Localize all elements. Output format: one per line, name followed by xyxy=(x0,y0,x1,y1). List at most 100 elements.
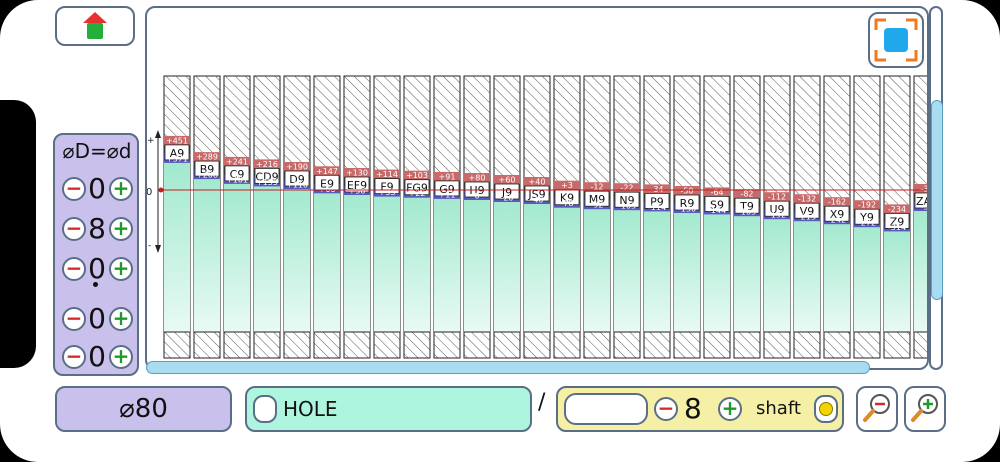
bar-label-box xyxy=(884,212,910,229)
bar-label-box xyxy=(704,195,730,212)
tolerance-bar-F9[interactable]: F9+114+33 xyxy=(373,75,401,359)
tolerance-bar-S9[interactable]: S9-64 -144 xyxy=(703,75,731,359)
bar-lower-hatch xyxy=(793,331,821,359)
bar-grade-label: P9 xyxy=(650,195,664,208)
chart-bars: A9 +451 +371 B9+289 +208 C9 +241 +161 CD9+216 +13… xyxy=(163,75,927,359)
bar-lower-deviation: +50 xyxy=(349,187,366,196)
bar-upper-hatch xyxy=(224,76,250,157)
bar-label-box xyxy=(194,160,220,177)
fullscreen-button[interactable] xyxy=(868,12,924,68)
bar-upper-hatch xyxy=(854,76,880,201)
tolerance-bar-Z9[interactable]: Z9-234 -314 xyxy=(883,75,911,359)
tolerance-bar-EF9[interactable]: EF9+130 +50 xyxy=(343,75,371,359)
bar-tolerance-fill xyxy=(584,200,610,332)
bar-grade-label: V9 xyxy=(800,205,815,218)
bar-upper-hatch xyxy=(554,76,580,181)
shaft-toggle[interactable] xyxy=(814,395,838,423)
decimal-point xyxy=(93,282,98,287)
bar-upper-deviation: -50 xyxy=(680,187,693,196)
bar-upper-hatch xyxy=(584,76,610,183)
shaft-grade-decrement-button[interactable]: − xyxy=(654,397,678,421)
bar-label-box xyxy=(794,202,820,219)
bar-upper-band xyxy=(794,194,820,204)
tolerance-bar-K9[interactable]: K9 +3 -78 xyxy=(553,75,581,359)
tolerance-chart-area[interactable]: A9 +451 +371 B9 +289 +208 C9 +241 +161 CD9 +216 +13… xyxy=(145,6,929,370)
tolerance-bar-U9[interactable]: U9-112 -192 xyxy=(763,75,791,359)
digit-3-decrement-button[interactable]: − xyxy=(62,257,86,281)
tolerance-bar-FG9[interactable]: FG9 +103 +22 xyxy=(403,75,431,359)
digit-3-increment-button[interactable]: + xyxy=(109,257,133,281)
bar-upper-deviation: +114 xyxy=(376,170,398,179)
digit-row-1: − 0 + xyxy=(55,173,139,205)
device-notch xyxy=(0,100,36,368)
bar-upper-deviation: -82 xyxy=(740,190,753,199)
shaft-selector[interactable]: − 8 + shaft xyxy=(556,386,844,432)
bar-upper-hatch xyxy=(374,76,400,170)
zoom-in-button[interactable] xyxy=(904,386,946,432)
bar-upper-deviation: +3 xyxy=(561,181,573,190)
bar-lower-deviation: 0 xyxy=(474,192,479,201)
tolerance-bar-J9[interactable]: J9+60 -20 xyxy=(493,75,521,359)
bar-tolerance-fill xyxy=(164,153,190,332)
digit-4-decrement-button[interactable]: − xyxy=(62,307,86,331)
digit-1-decrement-button[interactable]: − xyxy=(62,177,86,201)
bar-tolerance-fill xyxy=(554,198,580,332)
axis-plus-label: + xyxy=(147,136,155,146)
tolerance-bar-R9[interactable]: R9-50 -130 xyxy=(673,75,701,359)
bar-upper-hatch xyxy=(254,76,280,160)
tolerance-bar-P9[interactable]: P9-34 -114 xyxy=(643,75,671,359)
bar-upper-band xyxy=(884,204,910,214)
home-button[interactable] xyxy=(55,6,135,46)
tolerance-bar-CD9[interactable]: CD9+216 +135 xyxy=(253,75,281,359)
hole-toggle[interactable] xyxy=(253,395,277,423)
tolerance-bar-H9[interactable]: H9+800 xyxy=(463,75,491,359)
vertical-scroll-thumb[interactable] xyxy=(931,100,943,300)
bar-upper-band xyxy=(314,166,340,176)
horizontal-scroll-thumb[interactable] xyxy=(146,361,870,374)
tolerance-bar-C9[interactable]: C9 +241 +161 xyxy=(223,75,251,359)
digit-1-increment-button[interactable]: + xyxy=(109,177,133,201)
bar-upper-hatch xyxy=(164,76,190,136)
bar-upper-hatch xyxy=(674,76,700,186)
digit-4-increment-button[interactable]: + xyxy=(109,307,133,331)
tolerance-bar-A9[interactable]: A9 +451 +371 xyxy=(163,75,191,359)
tolerance-bar-ZA9[interactable]: ZA9-30 -38 xyxy=(913,75,927,359)
tolerance-bar-JS9[interactable]: JS9+40 -40 xyxy=(523,75,551,359)
bar-upper-band xyxy=(164,135,190,145)
bar-upper-deviation: +451 xyxy=(166,136,188,145)
tolerance-bar-X9[interactable]: X9-162 -242 xyxy=(823,75,851,359)
tolerance-bar-T9[interactable]: T9-82 -163 xyxy=(733,75,761,359)
bar-lower-hatch xyxy=(433,331,461,359)
bar-grade-label: FG9 xyxy=(406,182,428,195)
digit-5-decrement-button[interactable]: − xyxy=(62,345,86,369)
diameter-equation: ⌀D=⌀d xyxy=(62,139,132,163)
tolerance-bar-Y9[interactable]: Y9-192 -272 xyxy=(853,75,881,359)
bar-lower-hatch xyxy=(643,331,671,359)
tolerance-bar-D9[interactable]: D9+190 +110 xyxy=(283,75,311,359)
bar-lower-hatch xyxy=(883,331,911,359)
bar-lower-hatch xyxy=(223,331,251,359)
bar-upper-hatch xyxy=(284,76,310,162)
axis-arrow-up xyxy=(155,130,161,138)
zero-marker xyxy=(158,187,164,193)
tolerance-bar-E9[interactable]: E9+147 +66 xyxy=(313,75,341,359)
tolerance-bar-B9[interactable]: B9+289 +208 xyxy=(193,75,221,359)
shaft-grade-increment-button[interactable]: + xyxy=(718,397,742,421)
bar-lower-hatch xyxy=(583,331,611,359)
bar-upper-band xyxy=(434,171,460,181)
hole-selector[interactable]: HOLE xyxy=(245,386,532,432)
bar-upper-deviation: -34 xyxy=(650,185,663,194)
shaft-letter-field[interactable] xyxy=(564,393,648,425)
tolerance-bar-G9[interactable]: G9 +91 +11 xyxy=(433,75,461,359)
diameter-display[interactable]: ⌀80 xyxy=(55,386,232,432)
tolerance-bar-V9[interactable]: V9-132 -213 xyxy=(793,75,821,359)
bar-upper-deviation: +60 xyxy=(499,176,516,185)
zoom-out-button[interactable] xyxy=(856,386,898,432)
tolerance-bar-M9[interactable]: M9-12 -92 xyxy=(583,75,611,359)
tolerance-bar-N9[interactable]: N9-22 -103 xyxy=(613,75,641,359)
digit-5-increment-button[interactable]: + xyxy=(109,345,133,369)
bar-upper-hatch xyxy=(314,76,340,167)
digit-2-increment-button[interactable]: + xyxy=(109,217,133,241)
bar-upper-band xyxy=(734,189,760,199)
digit-2-decrement-button[interactable]: − xyxy=(62,217,86,241)
